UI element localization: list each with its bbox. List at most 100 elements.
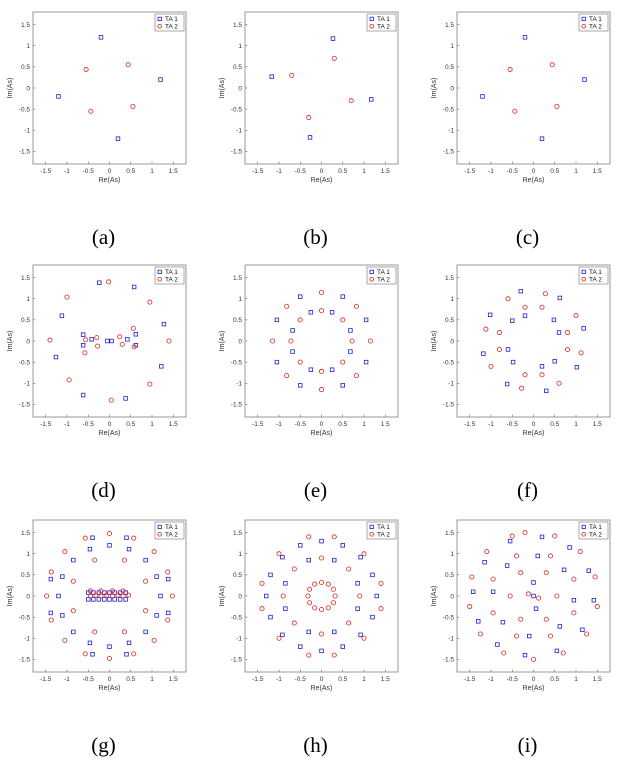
legend: TA 1TA 2 — [578, 521, 609, 540]
x-tick-label: -1.5 — [252, 168, 264, 175]
ta1-point — [539, 534, 545, 540]
x-tick-label: 0 — [108, 676, 112, 683]
ta2-point — [143, 578, 149, 584]
ta2-point — [121, 557, 127, 563]
x-tick-label: 1 — [150, 676, 154, 683]
plot-frame — [244, 264, 399, 418]
y-tick-label: 0.5 — [445, 572, 454, 579]
ta1-point — [48, 576, 54, 582]
x-tick-label: -1 — [488, 168, 494, 175]
ta1-point — [340, 383, 345, 388]
ta1-point — [158, 77, 163, 82]
ta1-point — [298, 644, 303, 649]
ta1-point — [97, 280, 102, 285]
ta1-point — [531, 580, 536, 585]
legend-ta1-marker — [581, 16, 586, 22]
ta2-point — [291, 620, 297, 626]
y-axis-label: Im(As) — [7, 586, 14, 607]
ta2-point — [522, 530, 528, 536]
y-tick-label: 1.5 — [21, 530, 30, 537]
y-tick-label: 1 — [26, 551, 30, 558]
x-axis-label: Re(As) — [99, 430, 121, 437]
ta2-point — [166, 338, 172, 344]
ta2-point — [490, 576, 496, 582]
ta2-point — [131, 344, 137, 350]
ta1-point — [319, 648, 324, 654]
ta1-point — [298, 543, 303, 548]
ta2-point — [307, 586, 313, 592]
legend-ta1-label: TA 1 — [377, 269, 390, 276]
ta2-point — [151, 637, 157, 643]
ta1-point — [107, 644, 112, 649]
plot-frame — [244, 11, 399, 165]
x-tick-label: -1.5 — [464, 168, 476, 175]
x-tick-label: 0 — [532, 676, 536, 683]
ta2-point — [305, 593, 311, 599]
y-tick-label: -1 — [236, 381, 242, 388]
ta2-point — [571, 576, 577, 582]
ta1-point — [264, 593, 269, 599]
legend: TA 1TA 2 — [366, 13, 397, 32]
panel-caption: (f) — [517, 478, 538, 502]
ta2-point — [361, 551, 367, 557]
ta1-point — [476, 619, 481, 624]
x-tick-label: -1.5 — [40, 168, 52, 175]
ta1-point — [557, 295, 563, 301]
x-axis-label: Re(As) — [311, 685, 333, 692]
ta2-point — [349, 338, 355, 344]
x-axis-label: Re(As) — [99, 177, 121, 184]
ta2-point — [297, 317, 303, 323]
ta1-point — [91, 597, 96, 602]
ta2-point — [147, 299, 153, 305]
chart-0: -1.5 -1 -0.5 0 0.5 1 1.5 -1.5 -1 -0.5 0 0.5 1 1.5 Re(A… — [7, 11, 187, 249]
ta1-point — [98, 35, 104, 40]
chart-8: -1.5 -1 -0.5 0 0.5 1 1.5 -1.5 -1 -0.5 0 0.5 1 1.5 Re(A… — [431, 519, 611, 757]
y-tick-label: 0 — [238, 338, 242, 345]
ta1-point — [86, 597, 91, 602]
x-tick-label: 1 — [574, 168, 578, 175]
y-tick-label: 1 — [26, 296, 30, 303]
ta1-point — [306, 557, 311, 563]
ta2-point — [130, 325, 136, 331]
ta1-point — [370, 572, 375, 578]
ta2-point — [130, 104, 136, 110]
y-tick-label: -0.5 — [231, 359, 243, 366]
x-tick-label: 1 — [150, 168, 154, 175]
ta1-point — [268, 572, 273, 578]
ta1-point — [298, 294, 303, 299]
ta2-point — [346, 620, 352, 626]
y-tick-label: -0.5 — [443, 359, 455, 366]
y-tick-label: 1 — [238, 43, 242, 50]
chart-6: -1.5 -1 -0.5 0 0.5 1 1.5 -1.5 -1 -0.5 0 0.5 1 1.5 Re(A… — [7, 519, 187, 757]
y-tick-label: 0 — [450, 85, 454, 92]
y-axis-label: Im(As) — [431, 586, 438, 607]
x-tick-label: 0.5 — [550, 676, 559, 683]
ta1-point — [504, 381, 510, 387]
legend-ta1-label: TA 1 — [165, 524, 178, 531]
y-tick-label: 1.5 — [233, 275, 242, 282]
ta1-point — [505, 347, 511, 352]
ta2-point — [115, 592, 121, 598]
ta2-point — [284, 373, 290, 379]
ta2-point — [378, 580, 384, 586]
ta2-point — [539, 304, 545, 310]
ta1-point — [269, 74, 274, 79]
y-tick-label: 1.5 — [445, 530, 454, 537]
x-tick-label: 0 — [108, 168, 112, 175]
legend-ta2-marker — [581, 276, 586, 282]
y-tick-label: 1 — [450, 551, 454, 558]
y-axis-label: Im(As) — [7, 78, 14, 99]
ta1-point — [535, 553, 540, 559]
legend-box — [578, 521, 609, 540]
ta1-point — [544, 388, 549, 394]
ta1-point — [522, 35, 528, 40]
ta2-point — [82, 350, 88, 356]
y-tick-label: 1 — [238, 296, 242, 303]
y-tick-label: 1.5 — [21, 22, 30, 29]
ta2-point — [490, 610, 496, 616]
ta2-point — [131, 535, 137, 541]
ta2-point — [577, 549, 583, 555]
ta2-point — [543, 616, 549, 622]
ta2-point — [584, 631, 590, 637]
chart-2: -1.5 -1 -0.5 0 0.5 1 1.5 -1.5 -1 -0.5 0 0.5 1 1.5 Re(A… — [431, 11, 611, 249]
